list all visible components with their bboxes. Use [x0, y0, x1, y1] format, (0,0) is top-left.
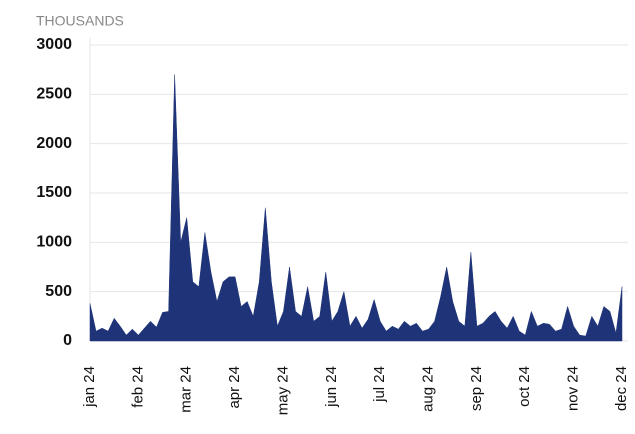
x-tick-label: dec 24: [613, 366, 630, 411]
x-tick-label: oct 24: [516, 366, 533, 407]
y-tick-label: 3000: [36, 36, 72, 53]
x-tick-label: jul 24: [371, 366, 388, 403]
x-tick-label: nov 24: [565, 366, 582, 411]
y-tick-label: 1000: [36, 234, 72, 251]
x-tick-label: apr 24: [226, 366, 243, 409]
x-tick-label: feb 24: [129, 366, 146, 408]
x-tick-label: jun 24: [323, 366, 340, 408]
y-tick-label: 2500: [36, 86, 72, 103]
x-tick-label: aug 24: [420, 366, 437, 412]
x-tick-label: mar 24: [178, 366, 195, 413]
y-tick-label: 500: [45, 283, 72, 300]
y-tick-label: 2000: [36, 135, 72, 152]
y-tick-label: 0: [63, 332, 72, 349]
area: [89, 74, 623, 342]
x-tick-label: sep 24: [468, 366, 485, 411]
x-tick-label: may 24: [274, 366, 291, 415]
axis-label: THOUSANDS: [36, 13, 124, 29]
y-tick-label: 1500: [36, 184, 72, 201]
x-tick-label: jan 24: [81, 366, 98, 408]
